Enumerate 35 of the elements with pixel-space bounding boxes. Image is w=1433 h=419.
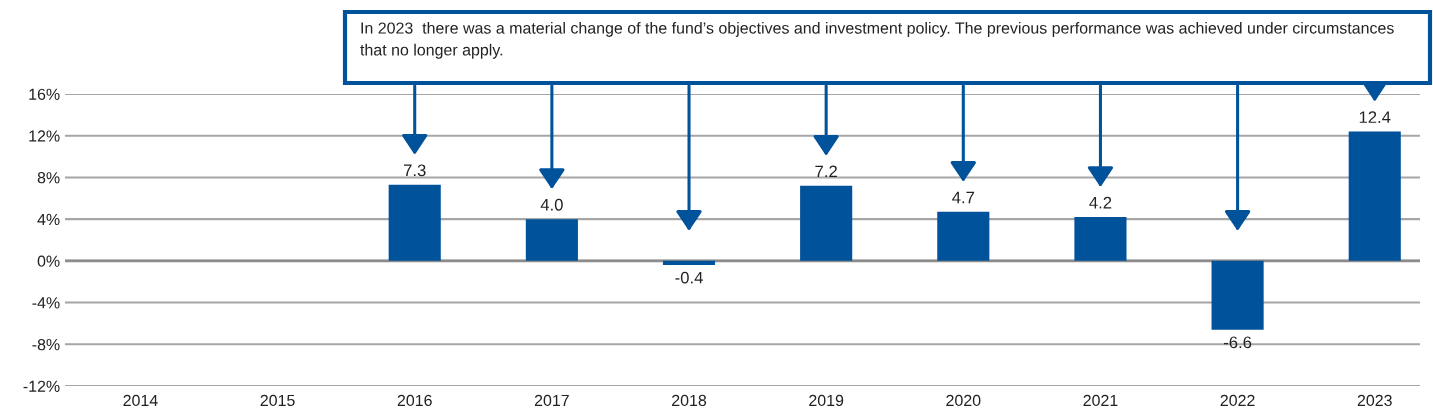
data-label: 12.4 <box>1359 111 1391 123</box>
y-tick-label: 0% <box>37 255 60 267</box>
x-tick-label: 2019 <box>809 394 844 407</box>
x-tick-label: 2014 <box>123 394 158 407</box>
x-tick-label: 2022 <box>1220 394 1255 407</box>
y-tick-label: -12% <box>23 380 60 392</box>
text: In 2023 there was a material change of the fund’s objectives and investment policy. The previous performance was achieved under circumstances that no longer apply. <box>360 22 1394 59</box>
y-tick-label: -8% <box>32 338 60 351</box>
x-tick-label: 2018 <box>672 394 707 407</box>
x-tick-label: 2017 <box>534 394 569 407</box>
bar <box>1211 260 1264 330</box>
data-label: 7.3 <box>403 164 426 177</box>
y-tick-label: 8% <box>37 172 60 184</box>
bar <box>525 219 578 261</box>
data-label: -0.4 <box>675 271 703 284</box>
bar <box>662 260 716 266</box>
y-tick-label: -4% <box>32 297 60 309</box>
y-tick-label: 4% <box>37 213 60 226</box>
data-label: 4.7 <box>952 191 975 204</box>
data-label: 4.0 <box>540 198 563 211</box>
y-tick-label: 16% <box>29 88 60 100</box>
bar <box>1074 217 1127 261</box>
bar <box>1348 131 1401 261</box>
bar <box>800 185 853 261</box>
data-label: -6.6 <box>1223 336 1252 349</box>
x-tick-label: 2023 <box>1357 394 1392 407</box>
data-label: 4.2 <box>1089 196 1112 209</box>
x-tick-label: 2020 <box>946 394 981 407</box>
bar <box>937 211 990 261</box>
x-tick-label: 2015 <box>260 394 295 407</box>
x-tick-label: 2016 <box>397 394 432 407</box>
x-tick-label: 2021 <box>1083 394 1118 407</box>
bar <box>388 184 441 261</box>
y-tick-label: 12% <box>29 130 60 142</box>
data-label: 7.2 <box>815 165 837 178</box>
